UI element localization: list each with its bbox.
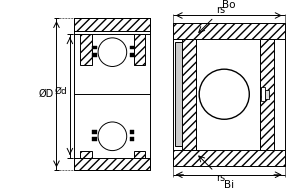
Bar xyxy=(134,34,145,65)
Text: rs: rs xyxy=(216,173,225,183)
Text: rs: rs xyxy=(216,6,225,16)
Bar xyxy=(130,46,134,49)
Bar xyxy=(175,42,182,146)
Bar xyxy=(92,46,97,49)
Text: Ød: Ød xyxy=(55,87,67,96)
Circle shape xyxy=(199,69,249,119)
Bar xyxy=(265,90,270,99)
Text: ØD: ØD xyxy=(38,89,53,99)
Bar xyxy=(173,150,285,166)
Bar xyxy=(74,158,150,170)
Bar xyxy=(134,151,145,158)
Bar xyxy=(260,39,274,150)
Bar xyxy=(173,23,285,166)
Bar xyxy=(80,151,92,158)
Bar xyxy=(261,87,265,101)
Bar xyxy=(92,130,97,134)
Bar xyxy=(182,39,196,150)
Bar xyxy=(92,53,97,57)
Text: Bi: Bi xyxy=(224,180,234,190)
Text: Bo: Bo xyxy=(222,0,235,10)
Circle shape xyxy=(98,38,127,66)
Bar xyxy=(130,130,134,134)
Bar xyxy=(80,34,92,65)
Bar xyxy=(130,137,134,141)
Bar xyxy=(130,53,134,57)
Bar xyxy=(92,137,97,141)
Bar xyxy=(74,18,150,31)
Bar xyxy=(74,18,150,31)
Circle shape xyxy=(98,122,127,151)
Bar xyxy=(173,23,285,39)
